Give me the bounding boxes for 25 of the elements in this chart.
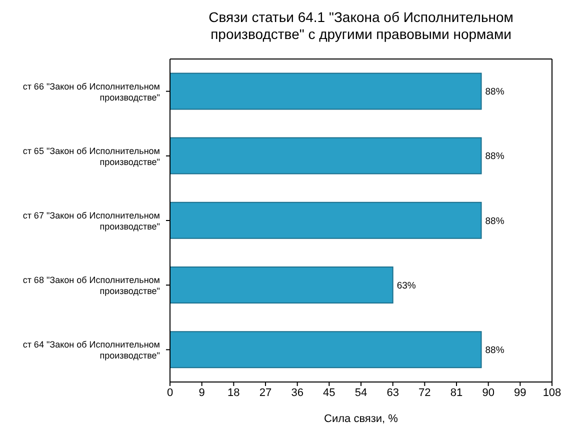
y-tick-label: ст 66 "Закон об Исполнительном производстве" — [22, 81, 160, 102]
chart-title: Связи статьи 64.1 "Закона об Исполнительном производстве" с другими правовыми нормами — [208, 9, 514, 42]
data-label: 88% — [485, 86, 505, 98]
x-tick-label: 18 — [228, 386, 240, 399]
x-tick-label: 9 — [198, 386, 205, 399]
x-tick-label: 36 — [291, 386, 304, 399]
y-tick-label: ст 65 "Закон об Исполнительном производстве" — [22, 146, 160, 167]
x-tick-label: 90 — [482, 386, 494, 399]
y-tick-label: ст 67 "Закон об Исполнительном производстве" — [22, 210, 160, 232]
x-tick-label: 45 — [323, 386, 336, 399]
data-label: 88% — [485, 216, 505, 227]
x-tick-label: 81 — [450, 386, 463, 399]
x-tick-label: 72 — [418, 386, 431, 399]
x-axis-title: Сила связи, % — [324, 412, 398, 425]
x-tick-label: 0 — [166, 386, 174, 399]
x-tick-label: 108 — [542, 386, 562, 399]
data-label: 88% — [485, 344, 505, 356]
x-tick-label: 99 — [514, 386, 526, 399]
y-tick-label: ст 64 "Закон об Исполнительном производстве" — [22, 340, 160, 361]
x-tick-label: 27 — [259, 386, 272, 399]
y-tick-label: ст 68 "Закон об Исполнительном производстве" — [22, 275, 160, 296]
x-tick-label: 54 — [354, 386, 368, 399]
x-tick-label: 63 — [386, 386, 399, 399]
data-label: 63% — [396, 280, 416, 292]
data-label: 88% — [485, 151, 505, 162]
